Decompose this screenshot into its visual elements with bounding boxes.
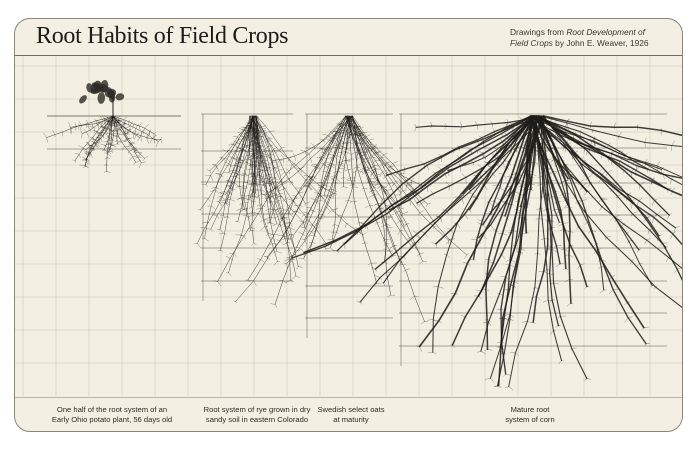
potato-root-drawing (43, 79, 181, 173)
caption-corn: Mature root system of corn (485, 405, 575, 425)
caption-potato-line1: One half of the root system of an (56, 405, 168, 414)
caption-divider (15, 397, 682, 398)
page-title: Root Habits of Field Crops (36, 23, 289, 49)
credit-book-title: Root Development of Field Crops (510, 27, 645, 48)
credit-suffix: by John E. Weaver, 1926 (555, 38, 649, 48)
oats-root-drawing (213, 113, 470, 338)
credit-prefix: Drawings from (510, 27, 564, 37)
credit-note: Drawings from Root Development of Field … (510, 27, 660, 49)
caption-oats-line1: Swedish select oats (317, 405, 385, 414)
caption-rye-line1: Root system of rye grown in dry (203, 405, 311, 414)
caption-oats: Swedish select oats at maturity (311, 405, 391, 425)
caption-corn-line2: system of corn (505, 415, 555, 424)
header: Root Habits of Field Crops Drawings from… (15, 19, 682, 56)
background-grid (15, 56, 682, 396)
rye-root-drawing (194, 113, 367, 301)
caption-potato-line2: Early Ohio potato plant, 56 days old (51, 415, 173, 424)
caption-rye: Root system of rye grown in dry sandy so… (201, 405, 313, 425)
corn-root-drawing (289, 113, 682, 391)
poster-card: Root Habits of Field Crops Drawings from… (14, 18, 683, 432)
caption-corn-line1: Mature root (510, 405, 550, 414)
caption-rye-line2: sandy soil in eastern Colorado (205, 415, 309, 424)
root-drawings-plate (15, 56, 682, 396)
caption-oats-line2: at maturity (333, 415, 369, 424)
caption-potato: One half of the root system of an Early … (37, 405, 187, 425)
